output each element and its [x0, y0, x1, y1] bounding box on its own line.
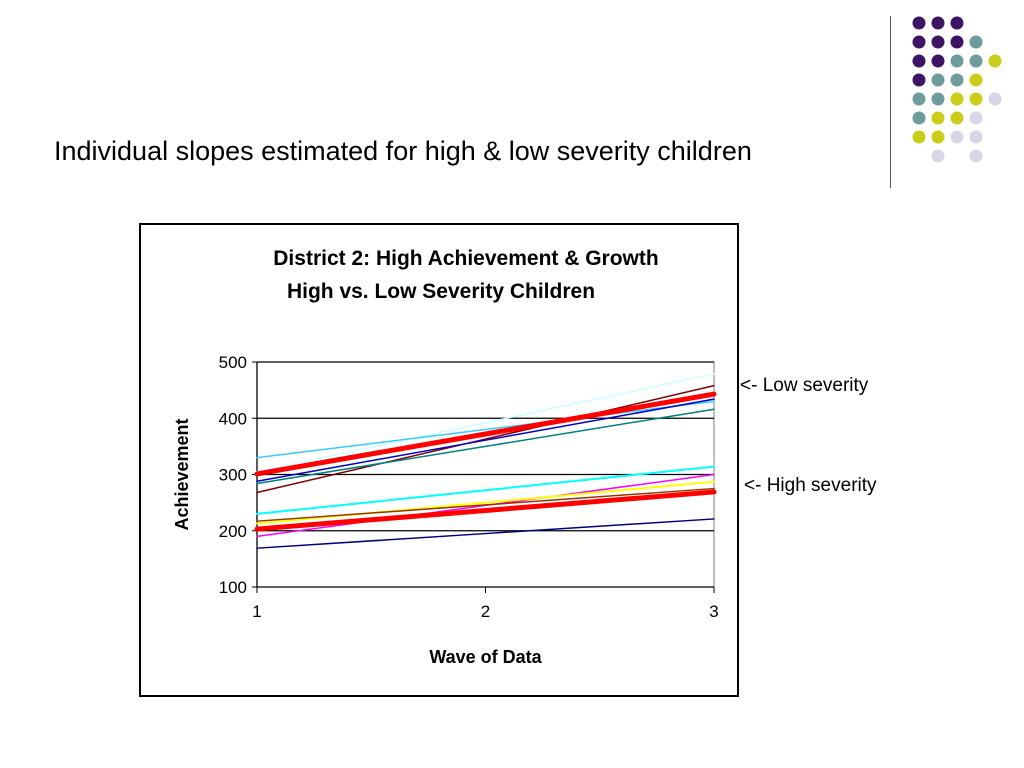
series-line-6: [254, 391, 717, 477]
decorative-dot: [988, 54, 1002, 68]
series-line-3: [256, 400, 715, 459]
chart-title: District 2: High Achievement & Growth: [273, 247, 658, 270]
series-line-11: [254, 489, 717, 532]
decorative-dot: [950, 92, 964, 106]
chart-subtitle: High vs. Low Severity Children: [287, 280, 595, 303]
decorative-dot: [950, 111, 964, 125]
y-tick-label: 500: [219, 353, 247, 372]
decorative-dot: [912, 92, 926, 106]
decorative-dot: [950, 54, 964, 68]
y-tick-label: 100: [219, 578, 247, 597]
decorative-dot: [931, 35, 945, 49]
decorative-dot: [969, 130, 983, 144]
decorative-dot: [931, 130, 945, 144]
decorative-dot: [931, 16, 945, 30]
series-line-5: [256, 398, 715, 482]
decorative-dot: [969, 111, 983, 125]
low-severity-annotation: <- Low severity: [740, 375, 869, 396]
decorative-dot: [969, 149, 983, 163]
series-line-7: [256, 465, 715, 515]
slide-title: Individual slopes estimated for high & l…: [54, 136, 752, 166]
series-line-12: [256, 518, 715, 549]
decorative-dot: [931, 73, 945, 87]
decorative-dot: [912, 73, 926, 87]
decorative-dot: [969, 35, 983, 49]
decorative-dot: [931, 149, 945, 163]
decorative-dot: [988, 92, 1002, 106]
line-chart: District 2: High Achievement & Growth Hig…: [172, 247, 719, 667]
x-tick-label: 1: [252, 602, 261, 621]
decorative-dot: [912, 35, 926, 49]
x-tick-label: 2: [481, 602, 490, 621]
y-axis-label: Achievement: [172, 418, 192, 530]
x-axis-label: Wave of Data: [429, 647, 542, 667]
decorative-dot: [912, 111, 926, 125]
decorative-dot: [950, 73, 964, 87]
y-tick-label: 300: [219, 466, 247, 485]
series-line-1: [256, 373, 715, 473]
decorative-dot: [912, 130, 926, 144]
decorative-dot: [950, 16, 964, 30]
series-line-10: [256, 487, 715, 522]
decorative-dot: [931, 92, 945, 106]
title-divider: [890, 16, 891, 188]
decorative-dot: [969, 73, 983, 87]
high-severity-annotation: <- High severity: [744, 475, 877, 496]
x-tick-label: 3: [709, 602, 718, 621]
decorative-dot: [931, 111, 945, 125]
decorative-dot: [912, 16, 926, 30]
decorative-dot: [969, 54, 983, 68]
decorative-dot: [931, 54, 945, 68]
decorative-dot: [969, 92, 983, 106]
chart-frame: District 2: High Achievement & Growth Hig…: [139, 223, 739, 697]
y-tick-label: 400: [219, 409, 247, 428]
decorative-dot: [950, 130, 964, 144]
series-line-2: [256, 384, 715, 494]
y-tick-label: 200: [219, 522, 247, 541]
decorative-dot: [912, 54, 926, 68]
decorative-dot: [950, 35, 964, 49]
series-line-4: [256, 408, 715, 485]
decorative-dot-grid: [912, 16, 1002, 163]
